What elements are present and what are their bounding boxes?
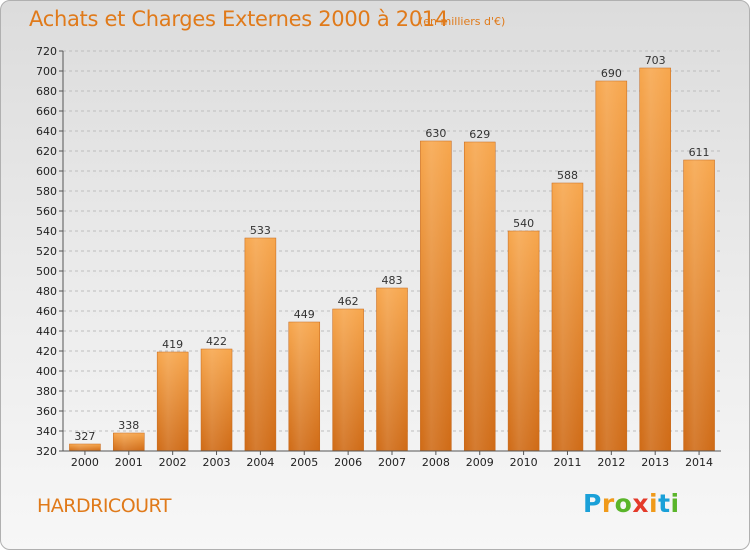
x-tick-label: 2012 (597, 456, 625, 469)
x-tick-label: 2009 (466, 456, 494, 469)
logo-letter: i (649, 489, 659, 518)
y-tick-label: 400 (36, 365, 57, 378)
y-tick-label: 580 (36, 185, 57, 198)
x-tick-label: 2006 (334, 456, 362, 469)
bar-highlight (244, 238, 276, 451)
y-tick-label: 340 (36, 425, 57, 438)
data-label: 338 (118, 419, 139, 432)
x-tick-label: 2000 (71, 456, 99, 469)
data-label: 703 (645, 54, 666, 67)
x-tick-label: 2013 (641, 456, 669, 469)
bar-highlight (508, 231, 540, 451)
x-tick-label: 2002 (159, 456, 187, 469)
bar-highlight (551, 183, 583, 451)
y-tick-label: 520 (36, 245, 57, 258)
y-tick-label: 680 (36, 85, 57, 98)
data-label: 630 (425, 127, 446, 140)
bar-highlight (201, 349, 233, 451)
bar-highlight (464, 142, 496, 451)
y-tick-label: 440 (36, 325, 57, 338)
logo-letter: t (658, 489, 671, 518)
logo-letter: r (601, 489, 615, 518)
data-label: 533 (250, 224, 271, 237)
data-label: 629 (469, 128, 490, 141)
x-tick-label: 2010 (510, 456, 538, 469)
y-tick-label: 480 (36, 285, 57, 298)
y-tick-label: 620 (36, 145, 57, 158)
x-tick-label: 2003 (203, 456, 231, 469)
x-tick-label: 2008 (422, 456, 450, 469)
bar-highlight (157, 352, 189, 451)
data-label: 327 (74, 430, 95, 443)
chart-title: Achats et Charges Externes 2000 à 2014 (29, 7, 449, 31)
data-label: 611 (689, 146, 710, 159)
proxiti-logo: Proxiti (583, 489, 680, 518)
axes (59, 50, 721, 455)
y-tick-label: 420 (36, 345, 57, 358)
y-tick-label: 640 (36, 125, 57, 138)
y-tick-label: 560 (36, 205, 57, 218)
data-label: 419 (162, 338, 183, 351)
bar-highlight (113, 433, 145, 451)
y-tick-label: 700 (36, 65, 57, 78)
y-tick-label: 460 (36, 305, 57, 318)
x-tick-label: 2014 (685, 456, 713, 469)
data-label: 449 (294, 308, 315, 321)
logo-letter: x (632, 489, 649, 518)
y-tick-label: 540 (36, 225, 57, 238)
y-tick-label: 360 (36, 405, 57, 418)
chart-subtitle: (en milliers d'€) (419, 15, 506, 28)
labels: 320 340 360 380 400 420 440 460 480 500 520 540 560 5… (36, 45, 713, 469)
bar-highlight (69, 444, 101, 451)
y-tick-label: 500 (36, 265, 57, 278)
logo-letter: i (670, 489, 680, 518)
bar-highlight (332, 309, 364, 451)
data-label: 483 (382, 274, 403, 287)
x-tick-label: 2004 (246, 456, 274, 469)
bar-highlight (288, 322, 320, 451)
y-tick-label: 380 (36, 385, 57, 398)
y-tick-label: 320 (36, 445, 57, 458)
bar-highlight (420, 141, 452, 451)
bar-highlight (683, 160, 715, 451)
logo-letter: o (614, 489, 633, 518)
bar-highlight (595, 81, 627, 451)
x-tick-label: 2007 (378, 456, 406, 469)
x-tick-label: 2011 (553, 456, 581, 469)
bar-highlight (376, 288, 408, 451)
bar-highlight (639, 68, 671, 451)
data-label: 690 (601, 67, 622, 80)
data-label: 462 (338, 295, 359, 308)
data-label: 422 (206, 335, 227, 348)
data-label: 540 (513, 217, 534, 230)
logo-letter: P (583, 489, 602, 518)
place-name: HARDRICOURT (37, 495, 171, 517)
data-label: 588 (557, 169, 578, 182)
bars (69, 67, 715, 452)
y-tick-label: 720 (36, 45, 57, 58)
y-tick-label: 600 (36, 165, 57, 178)
x-tick-label: 2001 (115, 456, 143, 469)
x-tick-label: 2005 (290, 456, 318, 469)
y-tick-label: 660 (36, 105, 57, 118)
